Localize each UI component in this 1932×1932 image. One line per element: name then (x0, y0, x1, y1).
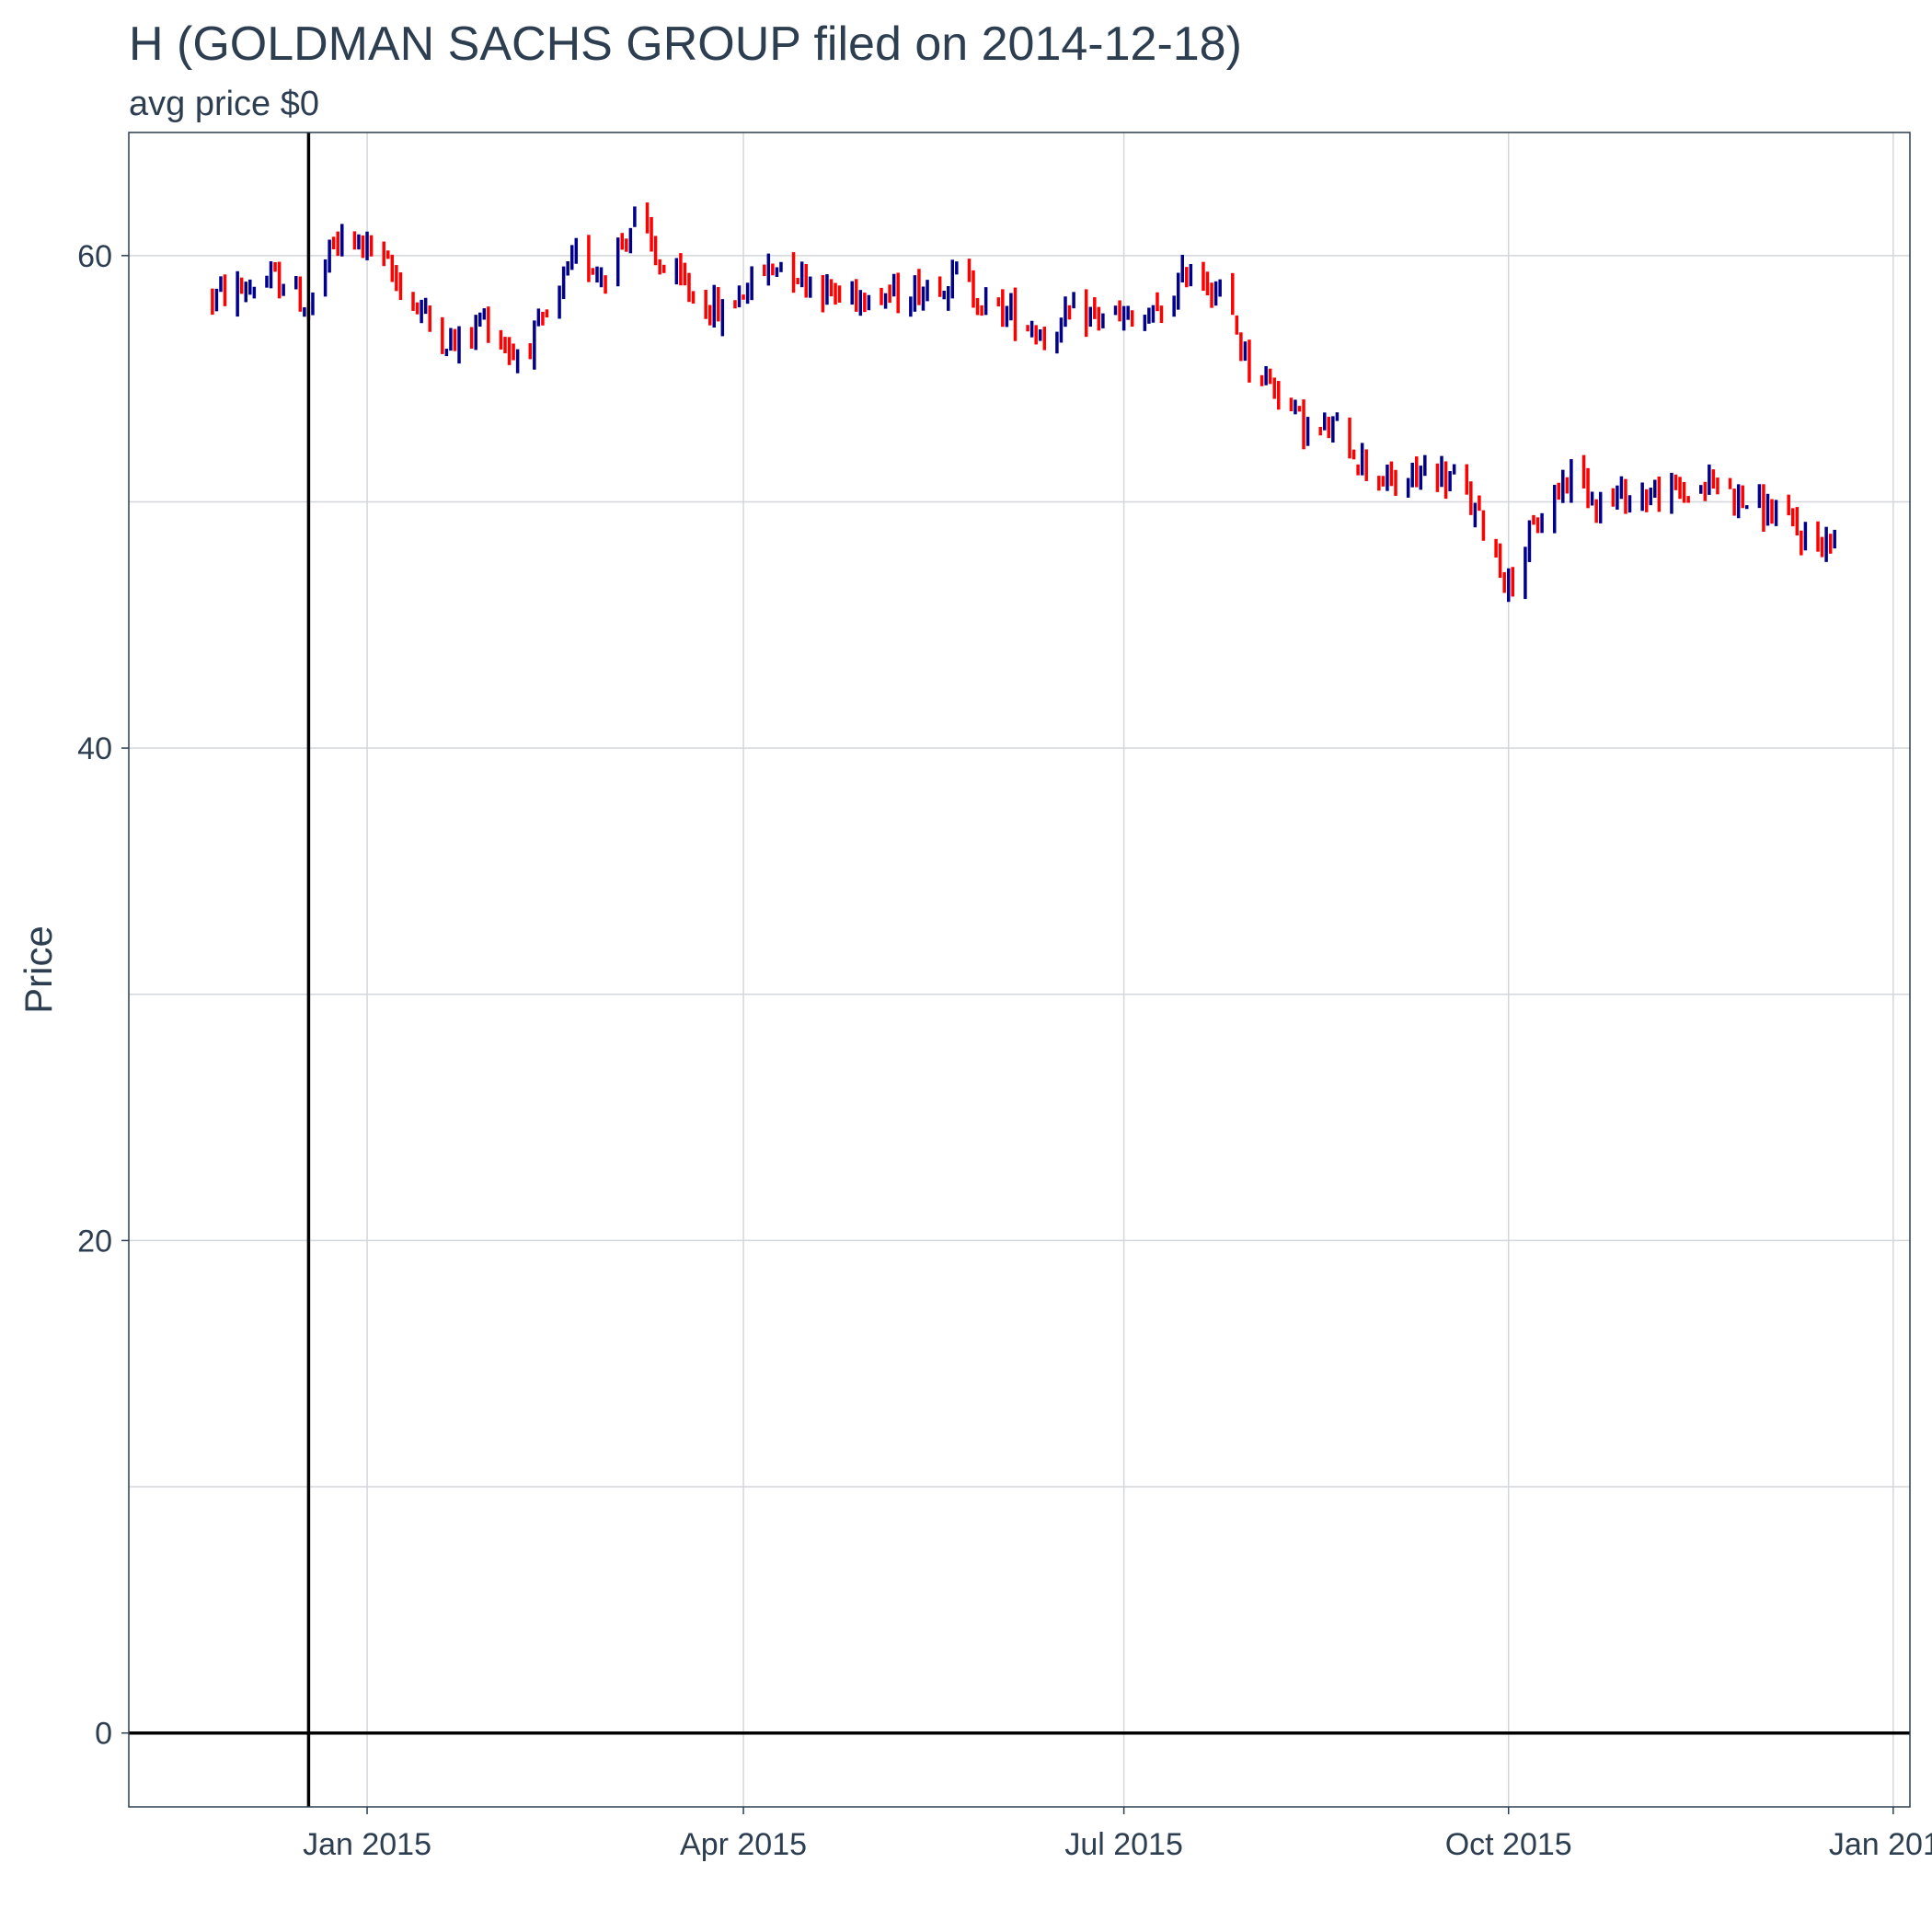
panel-border (128, 132, 1911, 1808)
y-tick-label: 0 (95, 1717, 112, 1752)
grid-layer (129, 132, 1910, 1807)
reference-lines (129, 132, 1910, 1807)
x-tick-label: Apr 2015 (680, 1827, 807, 1862)
x-tick-label: Jan 2016 (1829, 1827, 1932, 1862)
ohlc-bars (211, 202, 1836, 603)
chart-title: H (GOLDMAN SACHS GROUP filed on 2014-12-… (129, 17, 1242, 71)
y-tick-label: 20 (77, 1224, 112, 1259)
y-tick-label: 40 (77, 731, 112, 766)
chart-subtitle: avg price $0 (129, 85, 320, 123)
x-tick-label: Jan 2015 (303, 1827, 431, 1862)
x-tick-label: Jul 2015 (1064, 1827, 1183, 1862)
x-tick-label: Oct 2015 (1445, 1827, 1572, 1862)
y-tick-label: 60 (77, 239, 112, 274)
y-axis-ticks: 0 20 40 60 (77, 239, 129, 1752)
y-axis-title: Price (17, 926, 60, 1014)
x-axis-ticks: Jan 2015 Apr 2015 Jul 2015 Oct 2015 Jan 2016 (303, 1807, 1932, 1862)
